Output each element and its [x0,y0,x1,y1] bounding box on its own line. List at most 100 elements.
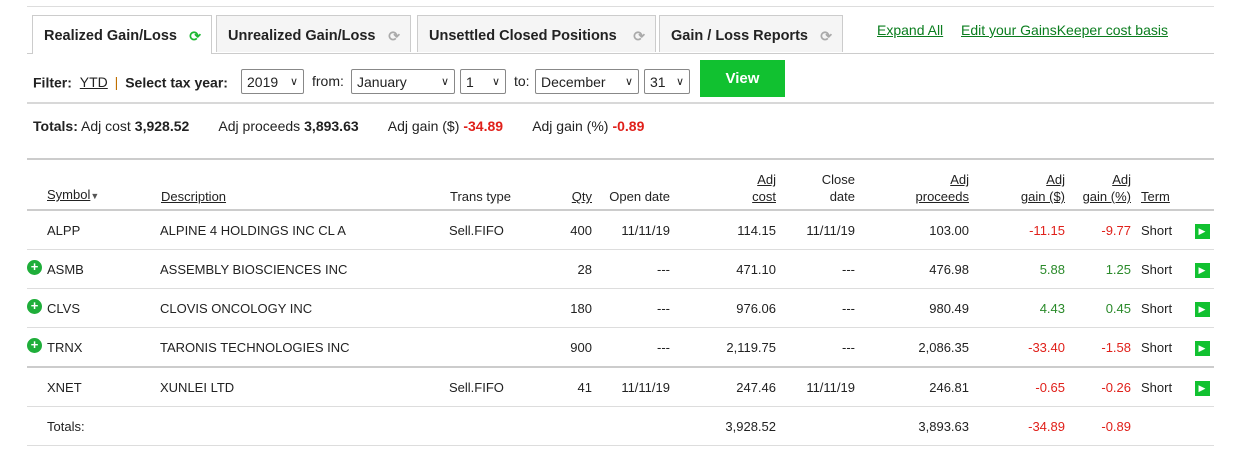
close-date: --- [780,288,860,328]
selected-value: 2019 [247,74,279,90]
edit-cost-basis-link[interactable]: Edit your GainsKeeper cost basis [961,22,1168,38]
term: Short [1135,327,1190,368]
open-date: --- [595,249,680,289]
open-date: --- [595,288,680,328]
symbol: ASMB [47,261,84,277]
description: TARONIS TECHNOLOGIES INC [160,327,449,368]
col-adj-gain-usd[interactable]: Adj gain ($) [973,159,1069,210]
to-month-select[interactable]: December ∨ [535,69,639,94]
play-arrow-icon[interactable]: ▶ [1194,340,1210,356]
adj-gain-usd-label: Adj gain ($) [387,118,460,134]
adj-cost: 976.06 [680,288,780,328]
action-cell: ▶ [1190,249,1214,289]
tab-unsettled-closed-positions[interactable]: Unsettled Closed Positions ⟳ [417,15,656,52]
qty: 180 [540,288,595,328]
adj-gain-usd: -0.65 [973,367,1069,407]
refresh-icon[interactable]: ⟳ [189,28,201,44]
to-day-select[interactable]: 31 ∨ [644,69,690,94]
col-trans-type: Trans type [450,189,511,204]
header-label: Adj [1112,172,1131,187]
col-actions [1190,159,1214,210]
adj-cost-label: Adj cost [80,118,131,134]
adj-cost: 2,119.75 [680,327,780,368]
play-arrow-icon[interactable]: ▶ [1194,380,1210,396]
from-day-select[interactable]: 1 ∨ [460,69,506,94]
adj-cost-value: 3,928.52 [134,118,190,134]
adj-proceeds-value: 3,893.63 [304,118,359,134]
empty [1135,406,1214,446]
view-button[interactable]: View [700,60,785,97]
chevron-down-icon: ∨ [624,76,633,88]
close-date: 11/11/19 [780,367,860,407]
trans-type [449,288,540,328]
symbol: ALPP [47,222,81,238]
adj-gain-usd: -11.15 [973,210,1069,250]
qty: 41 [540,367,595,407]
selected-value: 1 [466,74,474,90]
total-adj-cost: 3,928.52 [680,406,780,446]
totals-row: Totals: 3,928.52 3,893.63 -34.89 -0.89 [27,406,1214,446]
ytd-link[interactable]: YTD [79,74,108,91]
col-description[interactable]: Description [160,159,449,210]
adj-gain-pct: 0.45 [1069,288,1135,328]
open-date: --- [595,327,680,368]
close-date: --- [780,327,860,368]
tab-label: Realized Gain/Loss [44,28,177,44]
refresh-icon[interactable]: ⟳ [820,28,832,44]
tax-year-select[interactable]: 2019 ∨ [241,69,304,94]
adj-proceeds-label: Adj proceeds [218,118,301,134]
open-date: 11/11/19 [595,210,680,250]
play-arrow-icon[interactable]: ▶ [1194,223,1210,239]
action-cell: ▶ [1190,288,1214,328]
symbol-cell: + ASMB [27,249,160,289]
symbol: XNET [47,379,82,395]
play-arrow-icon[interactable]: ▶ [1194,262,1210,278]
sort-down-icon: ▼ [90,191,100,201]
action-cell: ▶ [1190,367,1214,407]
adj-cost: 247.46 [680,367,780,407]
divider [27,102,1214,104]
play-arrow-icon[interactable]: ▶ [1194,301,1210,317]
table-row: + TRNX TARONIS TECHNOLOGIES INC 900 --- 2… [27,327,1214,368]
to-label: to: [514,73,530,89]
col-adj-proceeds[interactable]: Adj proceeds [860,159,973,210]
tax-year-label: Select tax year: [125,74,228,91]
col-symbol[interactable]: Symbol▼ [27,159,160,210]
tab-gain-loss-reports[interactable]: Gain / Loss Reports ⟳ [659,15,843,52]
col-term[interactable]: Term [1135,159,1190,210]
filter-label: Filter: [33,74,72,91]
col-adj-gain-pct[interactable]: Adj gain (%) [1069,159,1135,210]
expand-plus-icon[interactable]: + [27,298,42,314]
adj-proceeds: 2,086.35 [860,327,973,368]
close-date: 11/11/19 [780,210,860,250]
refresh-icon[interactable]: ⟳ [633,28,645,44]
expand-all-link[interactable]: Expand All [877,22,944,38]
expand-plus-icon[interactable]: + [27,337,42,353]
header-label: gain ($) [1020,189,1065,204]
total-adj-gain-pct: -0.89 [1069,406,1135,446]
col-qty[interactable]: Qty [540,159,595,210]
tab-realized-gain-loss[interactable]: Realized Gain/Loss ⟳ [32,15,212,54]
col-adj-cost[interactable]: Adj cost [680,159,780,210]
tab-label: Gain / Loss Reports [671,28,808,44]
filter-bar: Filter: YTD | Select tax year: [33,66,228,96]
header-label: Adj [757,172,776,187]
chevron-down-icon: ∨ [289,76,298,88]
header-label: cost [752,189,776,204]
expand-plus-icon[interactable]: + [27,259,42,275]
refresh-icon[interactable]: ⟳ [388,28,400,44]
description: CLOVIS ONCOLOGY INC [160,288,449,328]
adj-cost: 471.10 [680,249,780,289]
header-label: Adj [1046,172,1065,187]
description: ALPINE 4 HOLDINGS INC CL A [160,210,449,250]
symbol-cell: + CLVS [27,288,160,328]
header-label: Symbol [47,187,91,202]
tab-unrealized-gain-loss[interactable]: Unrealized Gain/Loss ⟳ [216,15,411,52]
header-label: Description [161,189,227,204]
total-adj-gain-usd: -34.89 [973,406,1069,446]
selected-value: January [357,74,407,90]
description: XUNLEI LTD [160,367,449,407]
from-month-select[interactable]: January ∨ [351,69,455,94]
col-close-date: Close date [780,159,860,210]
total-adj-proceeds: 3,893.63 [860,406,973,446]
